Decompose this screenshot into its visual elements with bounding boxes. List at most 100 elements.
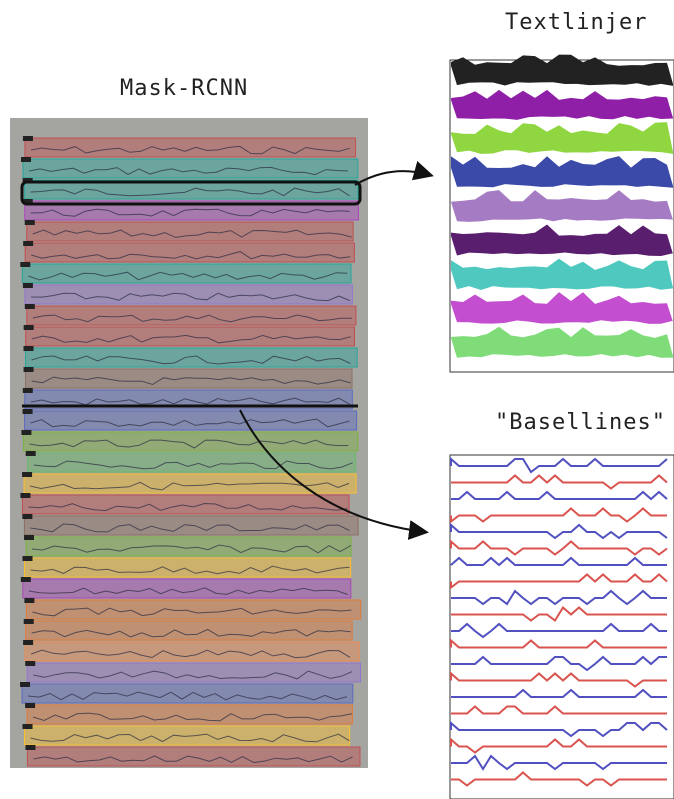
- textline-band: [451, 54, 673, 86]
- row-tag: [21, 430, 32, 435]
- baseline: [450, 539, 668, 556]
- mask-row: [23, 473, 357, 494]
- row-tag: [22, 199, 33, 204]
- mask-row: [24, 557, 352, 578]
- row-tag: [23, 241, 34, 246]
- row-tag: [24, 598, 35, 603]
- handwriting: [30, 523, 350, 533]
- row-tag: [22, 409, 33, 414]
- arrow: [239, 409, 429, 540]
- baseline: [450, 507, 667, 524]
- row-tag: [22, 283, 33, 288]
- mask-row: [25, 620, 353, 641]
- textline-band: [451, 89, 673, 120]
- row-tag: [23, 367, 34, 372]
- baseline: [450, 638, 667, 649]
- mask-row: [25, 347, 358, 368]
- row-tag: [25, 661, 36, 666]
- baseline: [450, 720, 668, 738]
- handwriting: [30, 208, 350, 217]
- baseline: [451, 589, 667, 606]
- baseline: [450, 671, 667, 688]
- handwriting: [28, 587, 348, 595]
- top-right-title: Textlinjer: [505, 10, 648, 35]
- handwriting: [30, 187, 350, 197]
- row-tag: [22, 724, 33, 729]
- mask-row: [21, 494, 350, 515]
- handwriting: [30, 649, 351, 659]
- row-tag: [23, 619, 34, 624]
- row-tag: [25, 703, 36, 708]
- baseline: [450, 556, 667, 567]
- row-tag: [22, 472, 33, 477]
- handwriting: [31, 628, 351, 638]
- textline-band: [451, 224, 673, 256]
- handwriting: [32, 229, 352, 238]
- baseline: [451, 771, 667, 787]
- row-tag: [20, 493, 31, 498]
- mask-row: [24, 410, 358, 431]
- baseline: [451, 474, 668, 490]
- row-tag: [23, 640, 34, 645]
- mask-row: [25, 368, 353, 389]
- mask-row: [24, 641, 360, 662]
- mask-row: [26, 662, 361, 683]
- handwriting: [31, 544, 352, 554]
- handwriting: [30, 292, 351, 302]
- mask-row: [21, 263, 352, 284]
- mask-row: [26, 221, 354, 242]
- mask-row: [24, 284, 353, 305]
- textline-band: [451, 292, 673, 324]
- row-tag: [21, 157, 32, 162]
- mask-rows: [20, 136, 362, 767]
- handwriting: [33, 670, 353, 680]
- handwriting: [32, 712, 353, 722]
- mask-row: [24, 200, 359, 221]
- handwriting: [32, 314, 352, 323]
- baseline: [451, 490, 668, 501]
- handwriting: [32, 607, 352, 617]
- row-tag: [24, 535, 35, 540]
- textline-bands: [451, 54, 673, 358]
- mask-row: [21, 683, 354, 704]
- textline-band: [451, 326, 673, 358]
- baseline: [450, 456, 668, 474]
- mask-row: [27, 452, 357, 473]
- handwriting: [29, 481, 350, 491]
- handwriting: [30, 565, 350, 575]
- arrow: [354, 161, 434, 186]
- row-tag: [20, 262, 31, 267]
- bottom-right-title: "Basellines": [495, 410, 666, 435]
- handwriting: [31, 251, 351, 260]
- row-tag: [20, 682, 31, 687]
- row-tag: [25, 451, 36, 456]
- handwriting: [30, 145, 351, 155]
- mask-row: [25, 599, 362, 620]
- baseline-panel: [449, 454, 674, 799]
- row-tag: [22, 388, 33, 393]
- textline-band: [451, 156, 673, 188]
- mask-row: [25, 536, 352, 557]
- baseline: [450, 737, 667, 754]
- row-tag: [23, 325, 34, 330]
- handwriting: [33, 755, 353, 764]
- textline-band: [451, 190, 673, 222]
- baseline: [450, 573, 668, 590]
- handwriting: [30, 733, 350, 743]
- handwriting: [31, 334, 351, 344]
- baseline: [451, 705, 667, 715]
- mask-row: [26, 704, 353, 725]
- row-tag: [24, 220, 35, 225]
- mask-row: [24, 137, 357, 158]
- row-tag: [20, 577, 31, 582]
- row-tag: [22, 136, 33, 141]
- handwriting: [31, 376, 351, 386]
- baseline: [451, 655, 667, 672]
- mask-row: [22, 578, 352, 599]
- highlight-row: [20, 180, 362, 206]
- baseline-lines: [450, 456, 668, 787]
- row-tag: [25, 745, 36, 750]
- mask-row: [24, 242, 355, 263]
